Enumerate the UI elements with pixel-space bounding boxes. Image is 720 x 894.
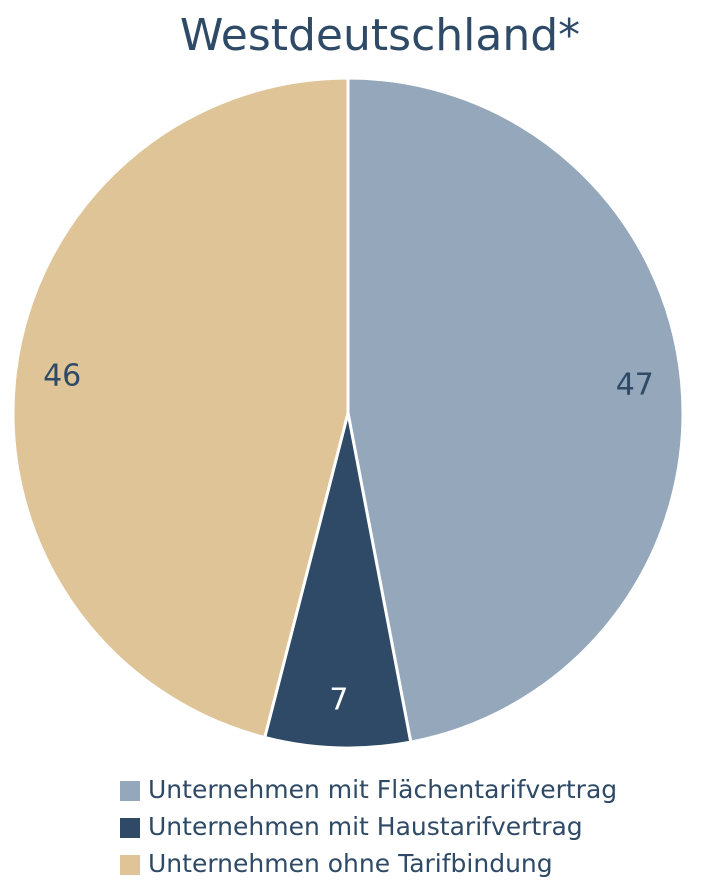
data-label: 47 bbox=[616, 367, 654, 402]
pie-slice bbox=[11, 76, 350, 740]
data-label: 46 bbox=[43, 358, 81, 393]
data-label: 7 bbox=[329, 682, 348, 717]
chart-title: Westdeutschland* bbox=[180, 10, 580, 61]
legend-label: Unternehmen ohne Tarifbindung bbox=[148, 849, 553, 878]
legend-swatch bbox=[120, 855, 140, 875]
legend-label: Unternehmen mit Flächentarifvertrag bbox=[148, 775, 617, 804]
pie-slice bbox=[262, 412, 413, 750]
legend-swatch bbox=[120, 818, 140, 838]
legend-swatch bbox=[120, 781, 140, 801]
pie-slice bbox=[346, 76, 685, 744]
legend-label: Unternehmen mit Haustarifvertrag bbox=[148, 812, 583, 841]
